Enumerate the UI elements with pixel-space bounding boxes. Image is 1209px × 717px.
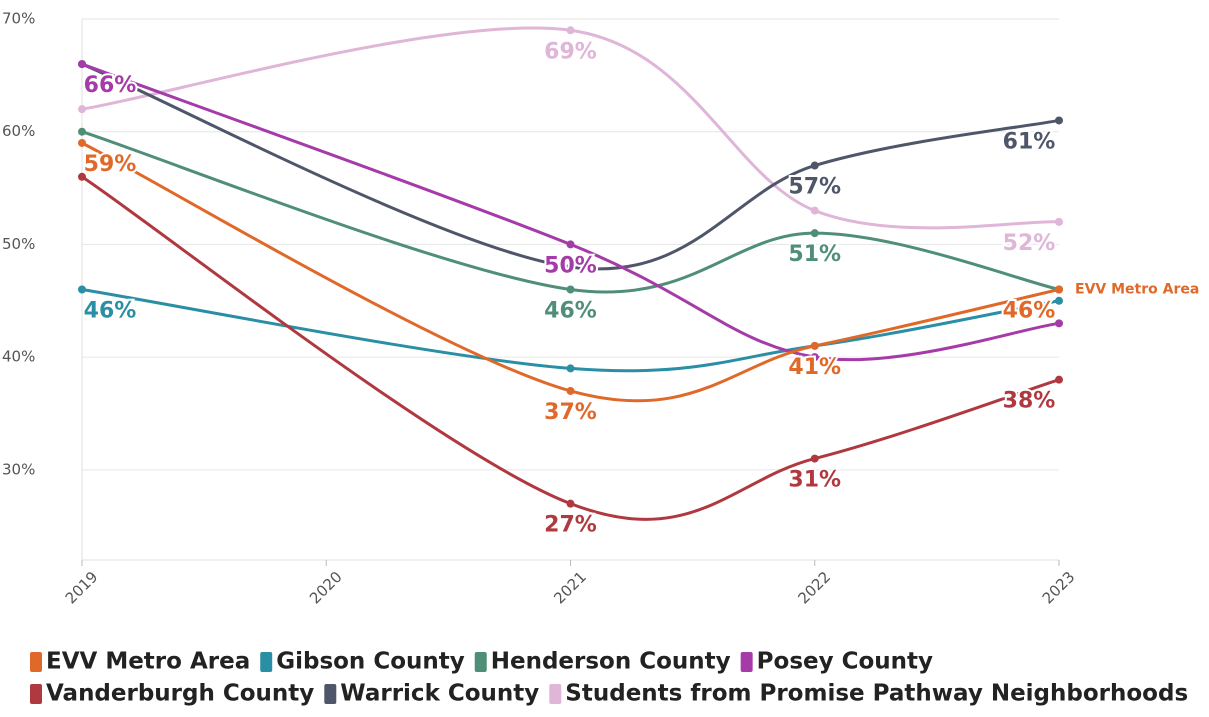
legend-swatch — [30, 684, 42, 704]
data-label: 31% — [788, 468, 841, 493]
legend-label: Students from Promise Pathway Neighborho… — [565, 681, 1188, 707]
data-label: 66% — [84, 73, 137, 98]
data-label: 61% — [1003, 129, 1056, 154]
point — [78, 172, 86, 181]
point — [1055, 116, 1063, 125]
x-tick-label: 2020 — [306, 568, 346, 608]
point — [1055, 375, 1063, 384]
point — [810, 454, 819, 463]
data-label: 59% — [84, 152, 137, 177]
data-label: 46% — [1003, 299, 1056, 324]
series-line — [81, 62, 1060, 271]
point — [566, 240, 575, 249]
end-label: EVV Metro Area — [1075, 282, 1199, 298]
point — [1055, 285, 1063, 294]
series-line — [81, 288, 1060, 373]
data-label: 46% — [84, 299, 137, 324]
series-line — [81, 62, 1060, 362]
point — [810, 229, 819, 238]
legend-label: Warrick County — [340, 681, 539, 707]
y-tick-label: 70% — [2, 10, 35, 28]
point — [810, 353, 819, 362]
series-line — [81, 26, 1060, 230]
data-label: 38% — [1003, 389, 1056, 414]
legend-label: EVV Metro Area — [46, 649, 250, 675]
data-label: 57% — [788, 175, 841, 200]
legend-label: Gibson County — [276, 649, 465, 675]
data-label: 37% — [544, 400, 597, 425]
point — [1055, 296, 1063, 305]
y-tick-label: 40% — [2, 348, 35, 366]
point — [566, 285, 575, 294]
x-tick-label: 2022 — [795, 568, 835, 608]
point — [78, 105, 86, 114]
point — [810, 341, 819, 350]
data-label: 51% — [788, 242, 841, 267]
legend-swatch — [260, 652, 273, 672]
data-label: 46% — [544, 299, 597, 324]
y-tick-label: 30% — [2, 460, 35, 478]
legend-swatch — [30, 652, 42, 672]
legend-label: Vanderburgh County — [46, 681, 314, 707]
x-tick-label: 2019 — [62, 568, 102, 608]
legend-swatch — [474, 652, 487, 672]
point — [78, 285, 86, 294]
x-tick-label: 2021 — [550, 568, 590, 608]
point — [1055, 319, 1063, 328]
legend-swatch — [740, 652, 753, 672]
series-line — [81, 130, 1060, 294]
y-tick-label: 60% — [2, 122, 35, 140]
legend-label: Posey County — [757, 649, 933, 675]
data-label: 41% — [788, 355, 841, 380]
data-label: 69% — [544, 39, 597, 64]
data-label: 50% — [544, 253, 597, 278]
series-line — [81, 175, 1060, 521]
data-label: 52% — [1003, 231, 1056, 256]
point — [1055, 217, 1063, 226]
legend-swatch — [324, 684, 337, 704]
point — [566, 499, 575, 508]
x-tick-label: 2023 — [1039, 568, 1079, 608]
point — [78, 60, 86, 69]
y-tick-label: 50% — [2, 235, 35, 253]
point — [566, 386, 575, 395]
legend-label: Henderson County — [491, 649, 731, 675]
point — [810, 206, 819, 215]
series-line — [81, 141, 1060, 403]
point — [566, 26, 575, 35]
point — [78, 138, 86, 147]
data-label: 27% — [544, 513, 597, 538]
point — [78, 127, 86, 136]
point — [566, 262, 575, 271]
point — [566, 364, 575, 373]
point — [810, 161, 819, 170]
legend-swatch — [549, 684, 562, 704]
